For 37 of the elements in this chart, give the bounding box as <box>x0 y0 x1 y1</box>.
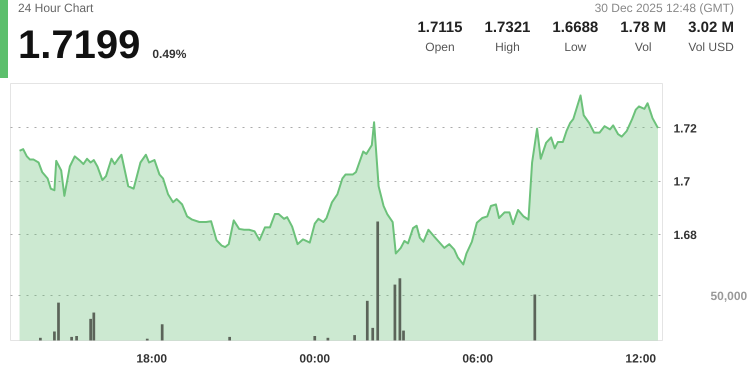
bar <box>366 300 369 340</box>
bar <box>371 328 374 340</box>
text: 0.49% <box>152 46 186 64</box>
text: Open <box>424 38 456 56</box>
y2-tick-label: 50,000 <box>710 288 748 303</box>
text: 1.6688 <box>552 18 598 38</box>
text: High <box>494 38 521 56</box>
y-tick-label: 1.68 <box>674 228 698 242</box>
bar <box>394 284 396 340</box>
text: 30 Dec 2025 12:48 (GMT) <box>594 0 734 17</box>
text: 1.7321 <box>484 18 530 38</box>
bar <box>533 294 536 340</box>
bar <box>326 338 330 340</box>
text: Low <box>563 38 588 56</box>
bar <box>70 336 73 340</box>
bar <box>228 336 232 340</box>
bar <box>160 324 164 340</box>
bar <box>313 336 316 340</box>
bar <box>398 278 402 340</box>
text: 1.78 M <box>620 18 666 38</box>
text: Vol USD <box>688 38 734 56</box>
bar <box>57 302 60 340</box>
text: 1.7115 <box>417 18 462 38</box>
bar <box>353 335 356 340</box>
y-tick-label: 1.7 <box>674 174 691 189</box>
text: Vol <box>634 38 653 56</box>
text: 1.7199 <box>18 22 140 70</box>
x-tick-label: 12:00 <box>625 352 656 366</box>
x-tick-label: 06:00 <box>462 352 494 366</box>
text: 3.02 M <box>688 18 734 38</box>
x-tick-label: 18:00 <box>136 352 168 366</box>
chart-title: 24 Hour Chart <box>18 0 94 17</box>
x-tick-label: 00:00 <box>299 352 330 366</box>
bar <box>376 221 380 340</box>
bar <box>92 312 96 340</box>
y-tick-label: 1.72 <box>674 121 698 136</box>
bar <box>75 336 78 340</box>
